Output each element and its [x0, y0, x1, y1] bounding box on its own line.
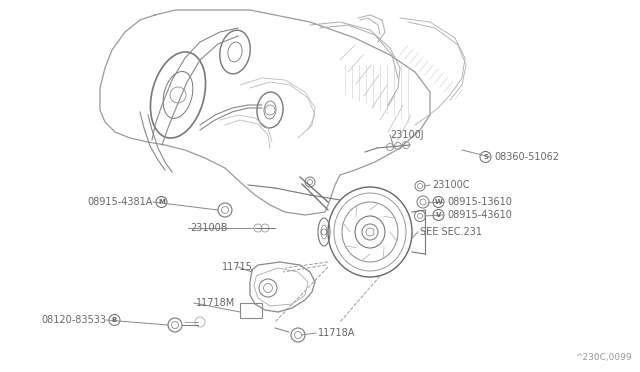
Text: S: S: [483, 154, 488, 160]
Text: 23100B: 23100B: [190, 223, 227, 233]
Text: 23100J: 23100J: [390, 130, 424, 140]
Text: ^230C,0099: ^230C,0099: [575, 353, 632, 362]
Text: V: V: [436, 212, 441, 218]
Text: 08915-4381A: 08915-4381A: [88, 197, 153, 207]
Text: 08915-43610: 08915-43610: [447, 210, 512, 220]
Text: B: B: [112, 317, 117, 323]
Text: 11718A: 11718A: [318, 328, 355, 338]
Text: 08915-13610: 08915-13610: [447, 197, 512, 207]
Text: SEE SEC.231: SEE SEC.231: [420, 227, 482, 237]
Text: 11718M: 11718M: [196, 298, 236, 308]
Text: 08120-83533: 08120-83533: [41, 315, 106, 325]
Text: 11715: 11715: [222, 262, 253, 272]
Text: M: M: [158, 199, 165, 205]
Text: 08360-51062: 08360-51062: [494, 152, 559, 162]
Text: W: W: [435, 199, 442, 205]
Text: 23100C: 23100C: [432, 180, 470, 190]
